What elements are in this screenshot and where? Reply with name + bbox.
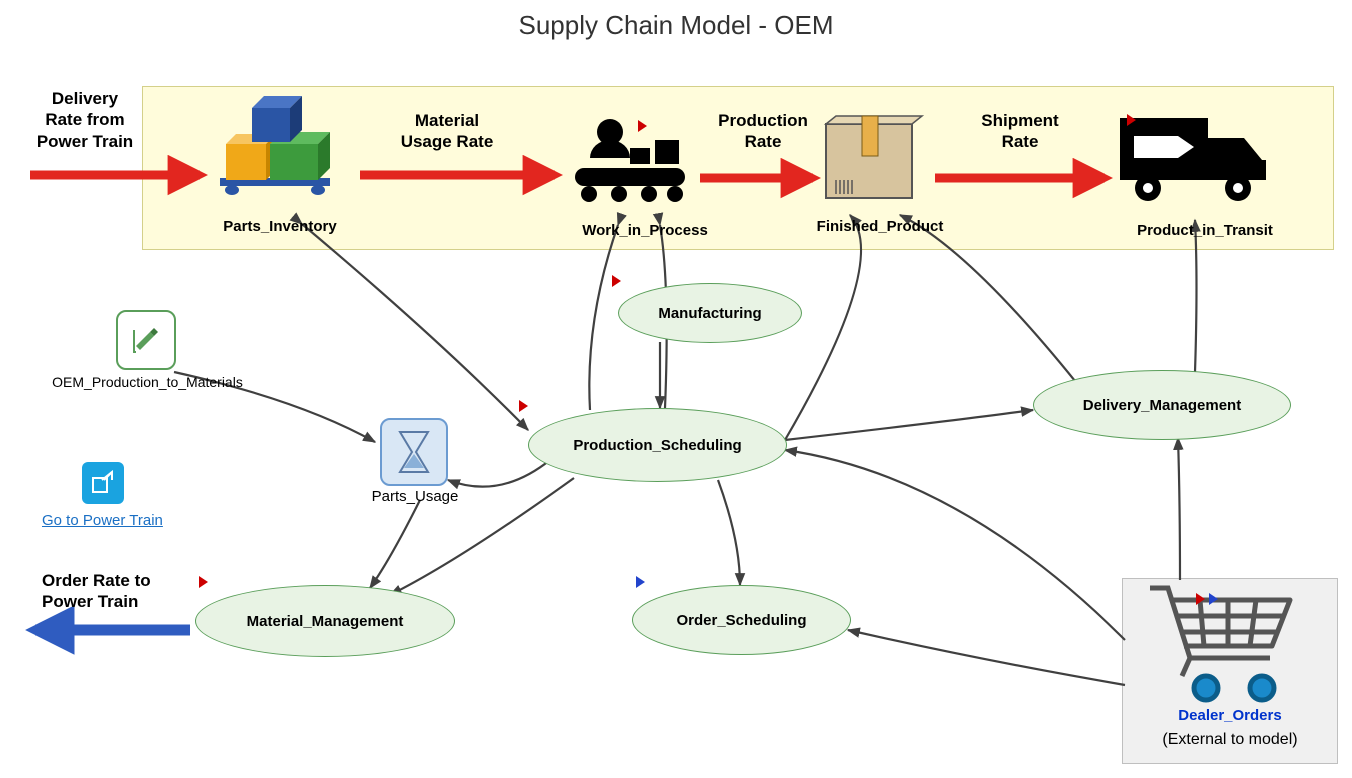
tri-marker-3 bbox=[199, 576, 208, 588]
oem-production-label: OEM_Production_to_Materials bbox=[30, 374, 265, 390]
page-title: Supply Chain Model - OEM bbox=[0, 10, 1352, 41]
tri-marker-4 bbox=[636, 576, 645, 588]
node-production-scheduling: Production_Scheduling bbox=[528, 408, 787, 482]
node-manufacturing: Manufacturing bbox=[618, 283, 802, 343]
flow-label-delivery: Delivery Rate from Power Train bbox=[20, 88, 150, 152]
stage-parts-inventory: Parts_Inventory bbox=[200, 218, 360, 235]
tri-marker-7 bbox=[1196, 593, 1205, 605]
dealer-orders-sub: (External to model) bbox=[1123, 731, 1337, 749]
stage-finished-product: Finished_Product bbox=[800, 218, 960, 235]
node-order-scheduling-label: Order_Scheduling bbox=[670, 612, 812, 629]
node-order-scheduling: Order_Scheduling bbox=[632, 585, 851, 655]
tri-marker-6 bbox=[1127, 114, 1136, 126]
goto-power-train-icon[interactable] bbox=[82, 462, 124, 504]
node-material-management-label: Material_Management bbox=[241, 613, 410, 630]
node-material-management: Material_Management bbox=[195, 585, 455, 657]
dealer-orders-box: Dealer_Orders (External to model) bbox=[1122, 578, 1338, 764]
tri-marker-1 bbox=[612, 275, 621, 287]
order-rate-label: Order Rate to Power Train bbox=[42, 570, 202, 613]
stage-work-in-process: Work_in_Process bbox=[560, 222, 730, 239]
node-delivery-management: Delivery_Management bbox=[1033, 370, 1291, 440]
tri-marker-5 bbox=[638, 120, 647, 132]
goto-power-train-link[interactable]: Go to Power Train bbox=[42, 512, 163, 529]
tri-marker-8 bbox=[1209, 593, 1218, 605]
node-production-scheduling-label: Production_Scheduling bbox=[567, 437, 747, 454]
oem-production-icon bbox=[116, 310, 176, 370]
node-delivery-management-label: Delivery_Management bbox=[1077, 397, 1247, 414]
flow-label-material: Material Usage Rate bbox=[372, 110, 522, 153]
node-manufacturing-label: Manufacturing bbox=[652, 305, 767, 322]
stage-product-in-transit: Product_in_Transit bbox=[1110, 222, 1300, 239]
flow-label-production: Production Rate bbox=[698, 110, 828, 153]
dealer-orders-label: Dealer_Orders bbox=[1123, 707, 1337, 724]
parts-usage-icon bbox=[380, 418, 448, 486]
tri-marker-2 bbox=[519, 400, 528, 412]
parts-usage-label: Parts_Usage bbox=[360, 488, 470, 505]
flow-label-shipment: Shipment Rate bbox=[950, 110, 1090, 153]
